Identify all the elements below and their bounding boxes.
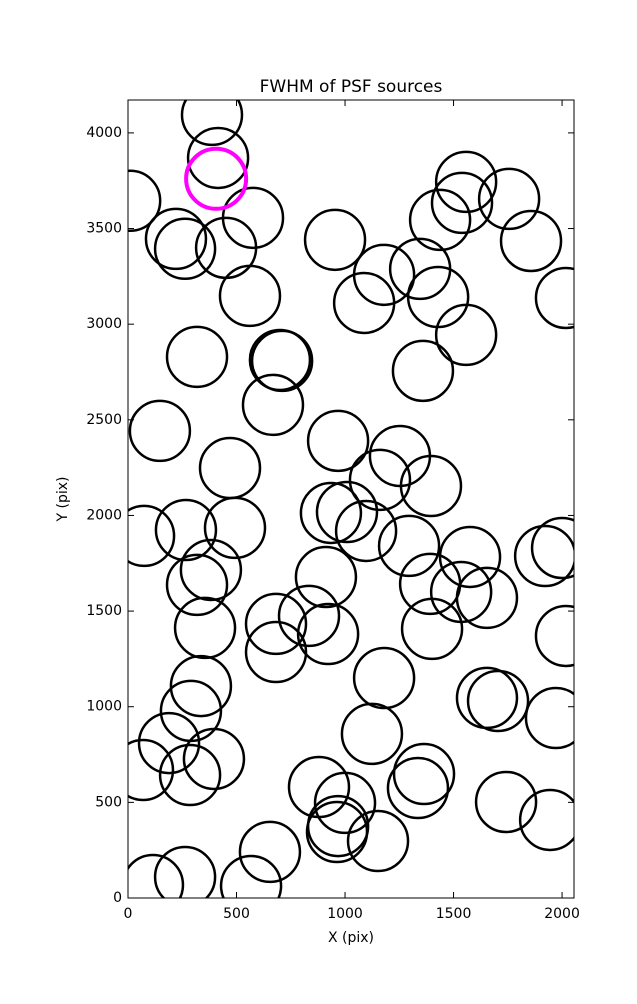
source-marker <box>128 738 175 802</box>
source-marker <box>218 264 282 328</box>
x-tick-label: 1500 <box>436 906 472 922</box>
source-marker <box>203 496 267 560</box>
source-marker <box>299 481 363 545</box>
plot-area <box>128 100 574 898</box>
source-marker <box>399 454 463 518</box>
source-marker <box>179 538 243 602</box>
y-tick-label: 500 <box>95 794 122 810</box>
source-marker <box>144 207 208 271</box>
source-marker <box>430 171 494 235</box>
source-marker <box>153 217 217 281</box>
source-marker <box>392 742 456 806</box>
y-tick-label: 1500 <box>86 603 122 619</box>
source-marker <box>296 602 360 666</box>
source-marker <box>182 727 246 791</box>
y-axis-label: Y (pix) <box>55 477 71 523</box>
source-marker <box>294 545 358 609</box>
source-marker <box>352 646 416 710</box>
y-tick-label: 3500 <box>86 221 122 237</box>
source-marker <box>221 186 285 250</box>
source-marker <box>173 596 237 660</box>
axes-frame <box>127 99 575 899</box>
source-marker <box>474 770 538 834</box>
y-tick-label: 1000 <box>86 699 122 715</box>
source-marker <box>244 620 308 684</box>
source-marker <box>165 325 229 389</box>
source-marker <box>340 702 404 766</box>
source-marker <box>238 820 302 884</box>
source-marker <box>165 553 229 617</box>
x-axis-label: X (pix) <box>328 930 374 946</box>
source-marker <box>408 188 472 252</box>
y-tick-label: 2000 <box>86 507 122 523</box>
source-marker <box>466 669 530 733</box>
source-marker <box>128 399 192 463</box>
source-marker <box>158 743 222 807</box>
source-marker <box>244 592 308 656</box>
source-marker <box>180 100 244 147</box>
source-marker <box>305 800 369 864</box>
source-marker <box>377 514 441 578</box>
source-marker <box>477 167 541 231</box>
x-tick-label: 2000 <box>544 906 580 922</box>
source-marker <box>250 329 314 393</box>
x-tick-label: 500 <box>223 906 250 922</box>
source-marker <box>455 566 519 630</box>
source-marker <box>186 126 250 190</box>
y-tick-label: 3000 <box>86 316 122 332</box>
y-tick-label: 2500 <box>86 412 122 428</box>
source-marker <box>534 266 574 330</box>
source-marker <box>518 788 574 852</box>
source-marker <box>313 771 377 835</box>
source-marker <box>391 339 455 403</box>
source-marker <box>348 448 412 512</box>
source-marker <box>241 373 305 437</box>
source-marker <box>153 845 217 898</box>
source-marker <box>513 524 574 588</box>
source-marker <box>438 525 502 589</box>
source-marker <box>128 853 185 898</box>
source-marker <box>499 209 563 273</box>
source-marker <box>434 303 498 367</box>
source-marker <box>400 597 464 661</box>
y-tick-label: 4000 <box>86 125 122 141</box>
source-marker <box>386 756 450 820</box>
source-marker <box>137 711 201 775</box>
source-marker <box>128 504 176 568</box>
source-marker <box>128 169 162 233</box>
source-marker <box>534 604 574 668</box>
source-marker <box>346 809 410 873</box>
source-marker <box>277 584 341 648</box>
source-marker <box>530 516 574 580</box>
source-marker <box>169 654 233 718</box>
chart-title: FWHM of PSF sources <box>260 77 443 97</box>
source-marker <box>154 498 218 562</box>
y-tick-label: 0 <box>113 890 122 906</box>
source-marker <box>352 243 416 307</box>
source-marker <box>184 146 249 211</box>
source-marker <box>306 409 370 473</box>
source-marker <box>303 208 367 272</box>
x-tick-label: 1000 <box>327 906 363 922</box>
source-marker <box>334 499 398 563</box>
source-marker <box>219 854 283 898</box>
source-marker <box>434 150 498 214</box>
x-tick-label: 0 <box>124 906 133 922</box>
source-marker <box>315 480 379 544</box>
source-marker <box>524 686 574 750</box>
